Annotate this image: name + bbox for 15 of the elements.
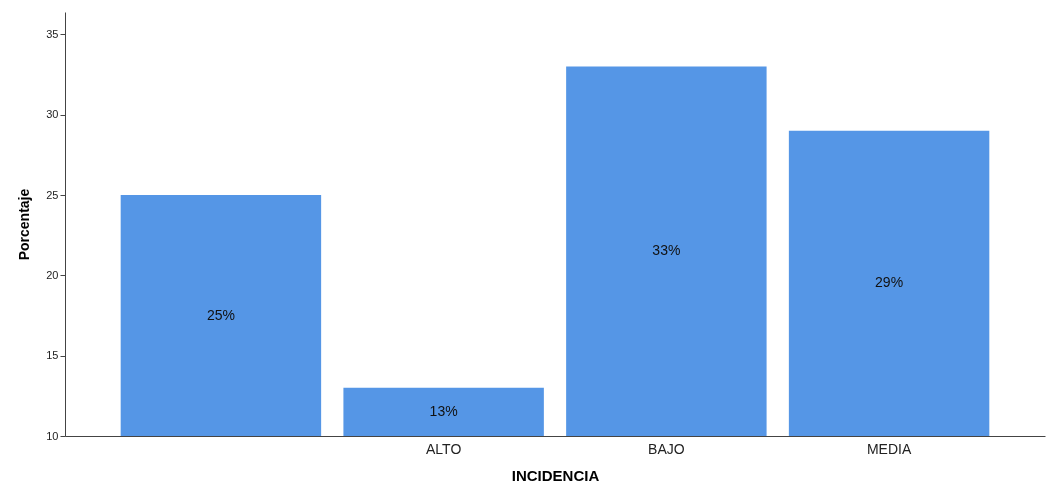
data-label: 33%	[652, 242, 681, 259]
x-tick-label: BAJO	[648, 440, 685, 457]
y-tick-label: 35	[46, 27, 59, 40]
y-tick-label: 30	[46, 108, 59, 121]
data-label: 29%	[875, 274, 904, 291]
data-label: 25%	[206, 306, 235, 323]
x-axis-title: INCIDENCIA	[511, 466, 600, 484]
data-label: 13%	[429, 402, 458, 419]
x-tick-label: MEDIA	[866, 440, 912, 457]
y-tick-label: 10	[46, 429, 59, 442]
y-tick-label: 25	[46, 188, 59, 201]
y-tick-label: 15	[46, 349, 59, 362]
y-axis-title: Porcentaje	[16, 188, 33, 261]
x-tick-label: ALTO	[426, 440, 462, 457]
y-tick-label: 20	[46, 268, 59, 281]
